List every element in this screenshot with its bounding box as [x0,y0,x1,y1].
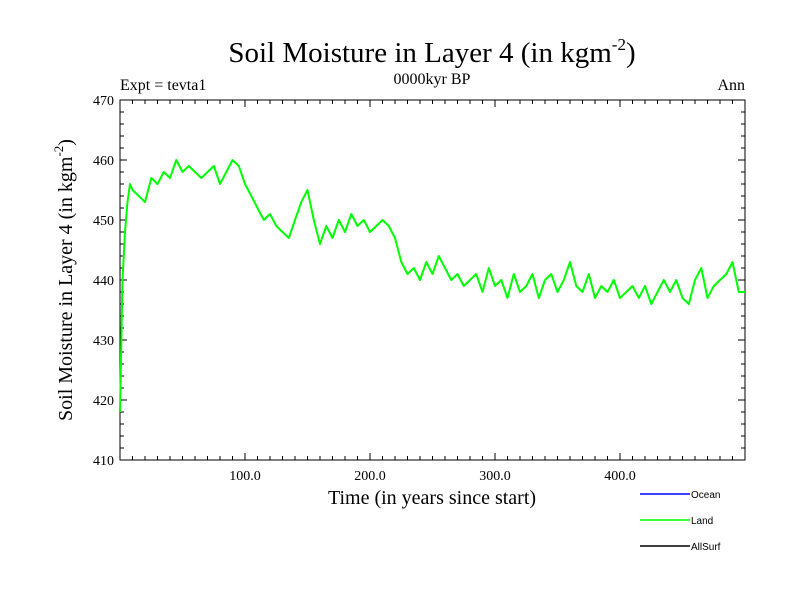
chart-title-close: ) [626,37,636,69]
series-layer [119,159,745,413]
legend-label-allsurf: AllSurf [691,542,721,553]
chart-title-main: Soil Moisture in Layer 4 (in kgm [228,37,612,69]
x-axis-label: Time (in years since start) [328,487,536,509]
y-axis-label-close: ) [55,139,77,146]
x-tick-label: 200.0 [354,469,386,484]
y-tick-label: 420 [93,394,114,409]
y-axis: 410 420 430 440 450 460 470 [93,94,745,469]
y-tick-label: 410 [93,454,114,469]
chart-title-superscript: -2 [612,35,626,54]
experiment-label: Expt = tevta1 [120,77,206,94]
y-axis-label-main: Soil Moisture in Layer 4 (in kgm [55,156,77,421]
y-axis-label: Soil Moisture in Layer 4 (in kgm-2) [51,139,77,421]
x-tick-label: 400.0 [604,469,636,484]
y-tick-label: 460 [93,154,114,169]
x-axis: 100.0 200.0 300.0 400.0 [132,100,733,484]
season-label: Ann [717,77,745,94]
x-tick-label: 100.0 [229,469,261,484]
y-tick-label: 440 [93,274,114,289]
chart-title: Soil Moisture in Layer 4 (in kgm-2) [228,35,635,69]
x-tick-label: 300.0 [479,469,511,484]
series-line-land [119,159,745,413]
legend-label-ocean: Ocean [691,490,720,501]
plot-frame [119,99,746,461]
legend: Ocean Land AllSurf [640,490,721,553]
y-tick-label: 430 [93,334,114,349]
y-tick-label: 450 [93,214,114,229]
y-axis-label-superscript: -2 [51,146,66,157]
y-tick-label: 470 [93,94,114,109]
legend-label-land: Land [691,516,713,527]
period-label: 0000kyr BP [394,71,471,88]
